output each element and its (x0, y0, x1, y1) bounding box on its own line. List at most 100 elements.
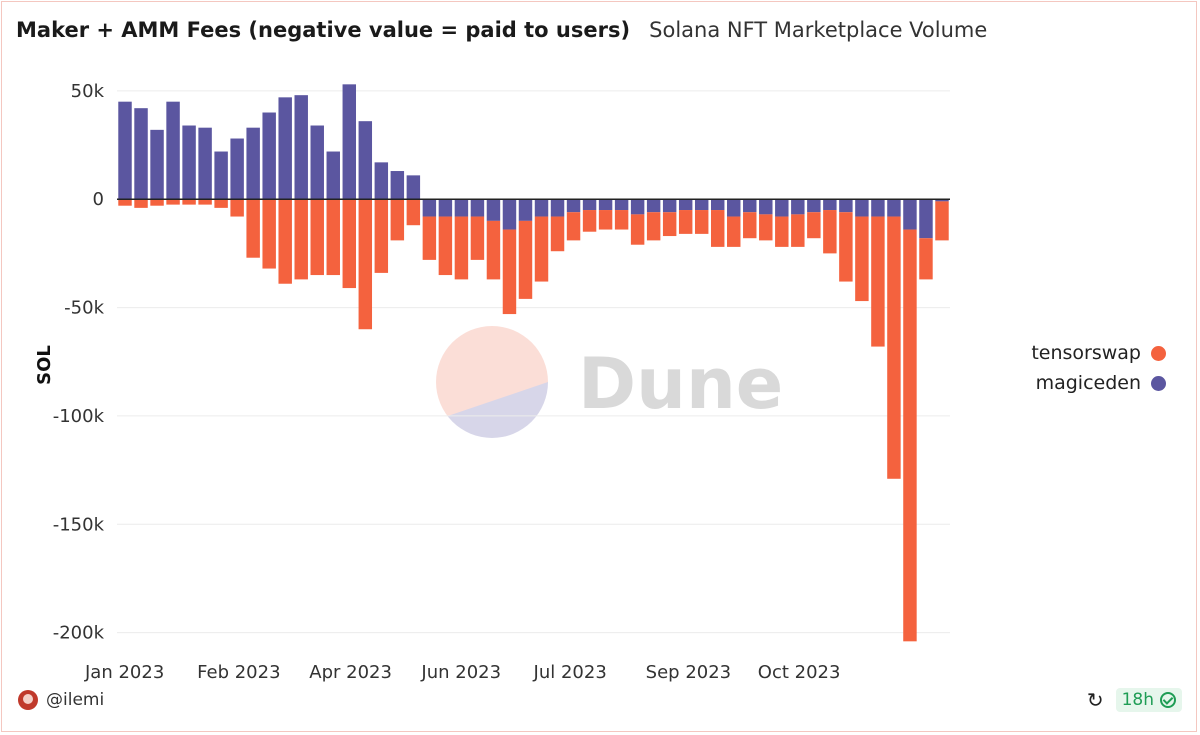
bar-tensorswap[interactable] (390, 199, 405, 241)
bar-magiceden[interactable] (614, 199, 629, 211)
bar-tensorswap[interactable] (470, 216, 485, 260)
bar-magiceden[interactable] (678, 199, 693, 211)
bar-magiceden[interactable] (534, 199, 549, 217)
bar-tensorswap[interactable] (839, 212, 853, 282)
bar-magiceden[interactable] (887, 199, 901, 217)
bar-magiceden[interactable] (759, 199, 773, 215)
bar-magiceden[interactable] (582, 199, 597, 211)
bar-tensorswap[interactable] (294, 199, 308, 280)
bar-tensorswap[interactable] (166, 199, 180, 205)
bar-magiceden[interactable] (454, 199, 469, 217)
bar-magiceden[interactable] (166, 101, 180, 200)
bar-tensorswap[interactable] (214, 199, 228, 208)
bar-magiceden[interactable] (823, 199, 837, 211)
bar-tensorswap[interactable] (694, 210, 709, 234)
bar-tensorswap[interactable] (935, 201, 949, 241)
bar-tensorswap[interactable] (518, 220, 533, 299)
bar-tensorswap[interactable] (182, 199, 196, 205)
bar-magiceden[interactable] (390, 171, 405, 200)
bar-magiceden[interactable] (230, 138, 244, 200)
bar-tensorswap[interactable] (855, 216, 869, 302)
bar-magiceden[interactable] (903, 199, 917, 230)
bar-tensorswap[interactable] (358, 199, 373, 330)
author-link[interactable]: @ilemi (18, 690, 104, 710)
bar-magiceden[interactable] (150, 129, 164, 200)
bar-tensorswap[interactable] (326, 199, 340, 276)
bar-tensorswap[interactable] (678, 210, 693, 234)
bar-tensorswap[interactable] (919, 238, 933, 280)
bar-tensorswap[interactable] (134, 199, 148, 208)
bar-tensorswap[interactable] (342, 199, 357, 289)
bar-magiceden[interactable] (182, 125, 196, 200)
bar-magiceden[interactable] (807, 199, 821, 213)
bar-tensorswap[interactable] (823, 210, 837, 254)
bar-magiceden[interactable] (598, 199, 613, 211)
bar-tensorswap[interactable] (759, 214, 773, 241)
bar-magiceden[interactable] (791, 199, 805, 215)
bar-tensorswap[interactable] (422, 216, 437, 260)
bar-magiceden[interactable] (326, 151, 340, 200)
bar-tensorswap[interactable] (646, 212, 661, 241)
bar-magiceden[interactable] (630, 199, 645, 215)
bar-magiceden[interactable] (422, 199, 437, 217)
bar-magiceden[interactable] (406, 175, 421, 200)
bar-tensorswap[interactable] (614, 210, 629, 230)
legend-item-tensorswap[interactable]: tensorswap (1031, 338, 1166, 368)
bar-tensorswap[interactable] (743, 212, 757, 239)
bar-tensorswap[interactable] (278, 199, 292, 284)
bar-magiceden[interactable] (518, 199, 533, 221)
bar-tensorswap[interactable] (486, 220, 501, 280)
bar-magiceden[interactable] (134, 108, 148, 200)
bar-tensorswap[interactable] (598, 210, 613, 230)
bar-tensorswap[interactable] (791, 214, 805, 247)
bar-magiceden[interactable] (743, 199, 757, 213)
bar-tensorswap[interactable] (630, 214, 645, 245)
bar-magiceden[interactable] (855, 199, 869, 217)
bar-magiceden[interactable] (342, 84, 357, 200)
bar-tensorswap[interactable] (230, 199, 244, 217)
bar-magiceden[interactable] (470, 199, 485, 217)
bar-magiceden[interactable] (919, 199, 933, 239)
bar-magiceden[interactable] (662, 199, 677, 213)
bar-magiceden[interactable] (550, 199, 565, 217)
bar-magiceden[interactable] (502, 199, 517, 230)
bar-magiceden[interactable] (310, 125, 324, 200)
bar-tensorswap[interactable] (662, 212, 677, 237)
bar-tensorswap[interactable] (566, 212, 581, 241)
bar-tensorswap[interactable] (150, 199, 164, 206)
bar-magiceden[interactable] (374, 162, 389, 200)
legend-item-magiceden[interactable]: magiceden (1031, 368, 1166, 398)
freshness-badge[interactable]: 18h (1115, 688, 1182, 712)
refresh-icon[interactable]: ↻ (1086, 688, 1104, 712)
bar-magiceden[interactable] (262, 112, 276, 200)
bar-tensorswap[interactable] (454, 216, 469, 280)
bar-tensorswap[interactable] (246, 199, 260, 258)
bar-tensorswap[interactable] (534, 216, 549, 282)
bar-magiceden[interactable] (294, 95, 308, 200)
bar-magiceden[interactable] (358, 121, 373, 200)
bar-magiceden[interactable] (694, 199, 709, 211)
bar-magiceden[interactable] (710, 199, 725, 211)
bar-tensorswap[interactable] (903, 229, 917, 642)
bar-magiceden[interactable] (727, 199, 741, 217)
bar-magiceden[interactable] (775, 199, 789, 217)
bar-tensorswap[interactable] (198, 199, 212, 205)
bar-tensorswap[interactable] (406, 199, 421, 226)
bar-tensorswap[interactable] (310, 199, 324, 276)
bar-magiceden[interactable] (486, 199, 501, 221)
bar-magiceden[interactable] (118, 101, 132, 200)
bar-magiceden[interactable] (214, 151, 228, 200)
bar-tensorswap[interactable] (550, 216, 565, 252)
bar-magiceden[interactable] (871, 199, 885, 217)
bar-tensorswap[interactable] (887, 216, 901, 479)
bar-magiceden[interactable] (438, 199, 453, 217)
bar-tensorswap[interactable] (438, 216, 453, 276)
bar-magiceden[interactable] (566, 199, 581, 213)
bar-magiceden[interactable] (278, 97, 292, 200)
bar-magiceden[interactable] (246, 127, 260, 200)
bar-tensorswap[interactable] (807, 212, 821, 239)
bar-tensorswap[interactable] (775, 216, 789, 247)
bar-magiceden[interactable] (935, 199, 949, 202)
bar-tensorswap[interactable] (871, 216, 885, 347)
bar-tensorswap[interactable] (727, 216, 741, 247)
